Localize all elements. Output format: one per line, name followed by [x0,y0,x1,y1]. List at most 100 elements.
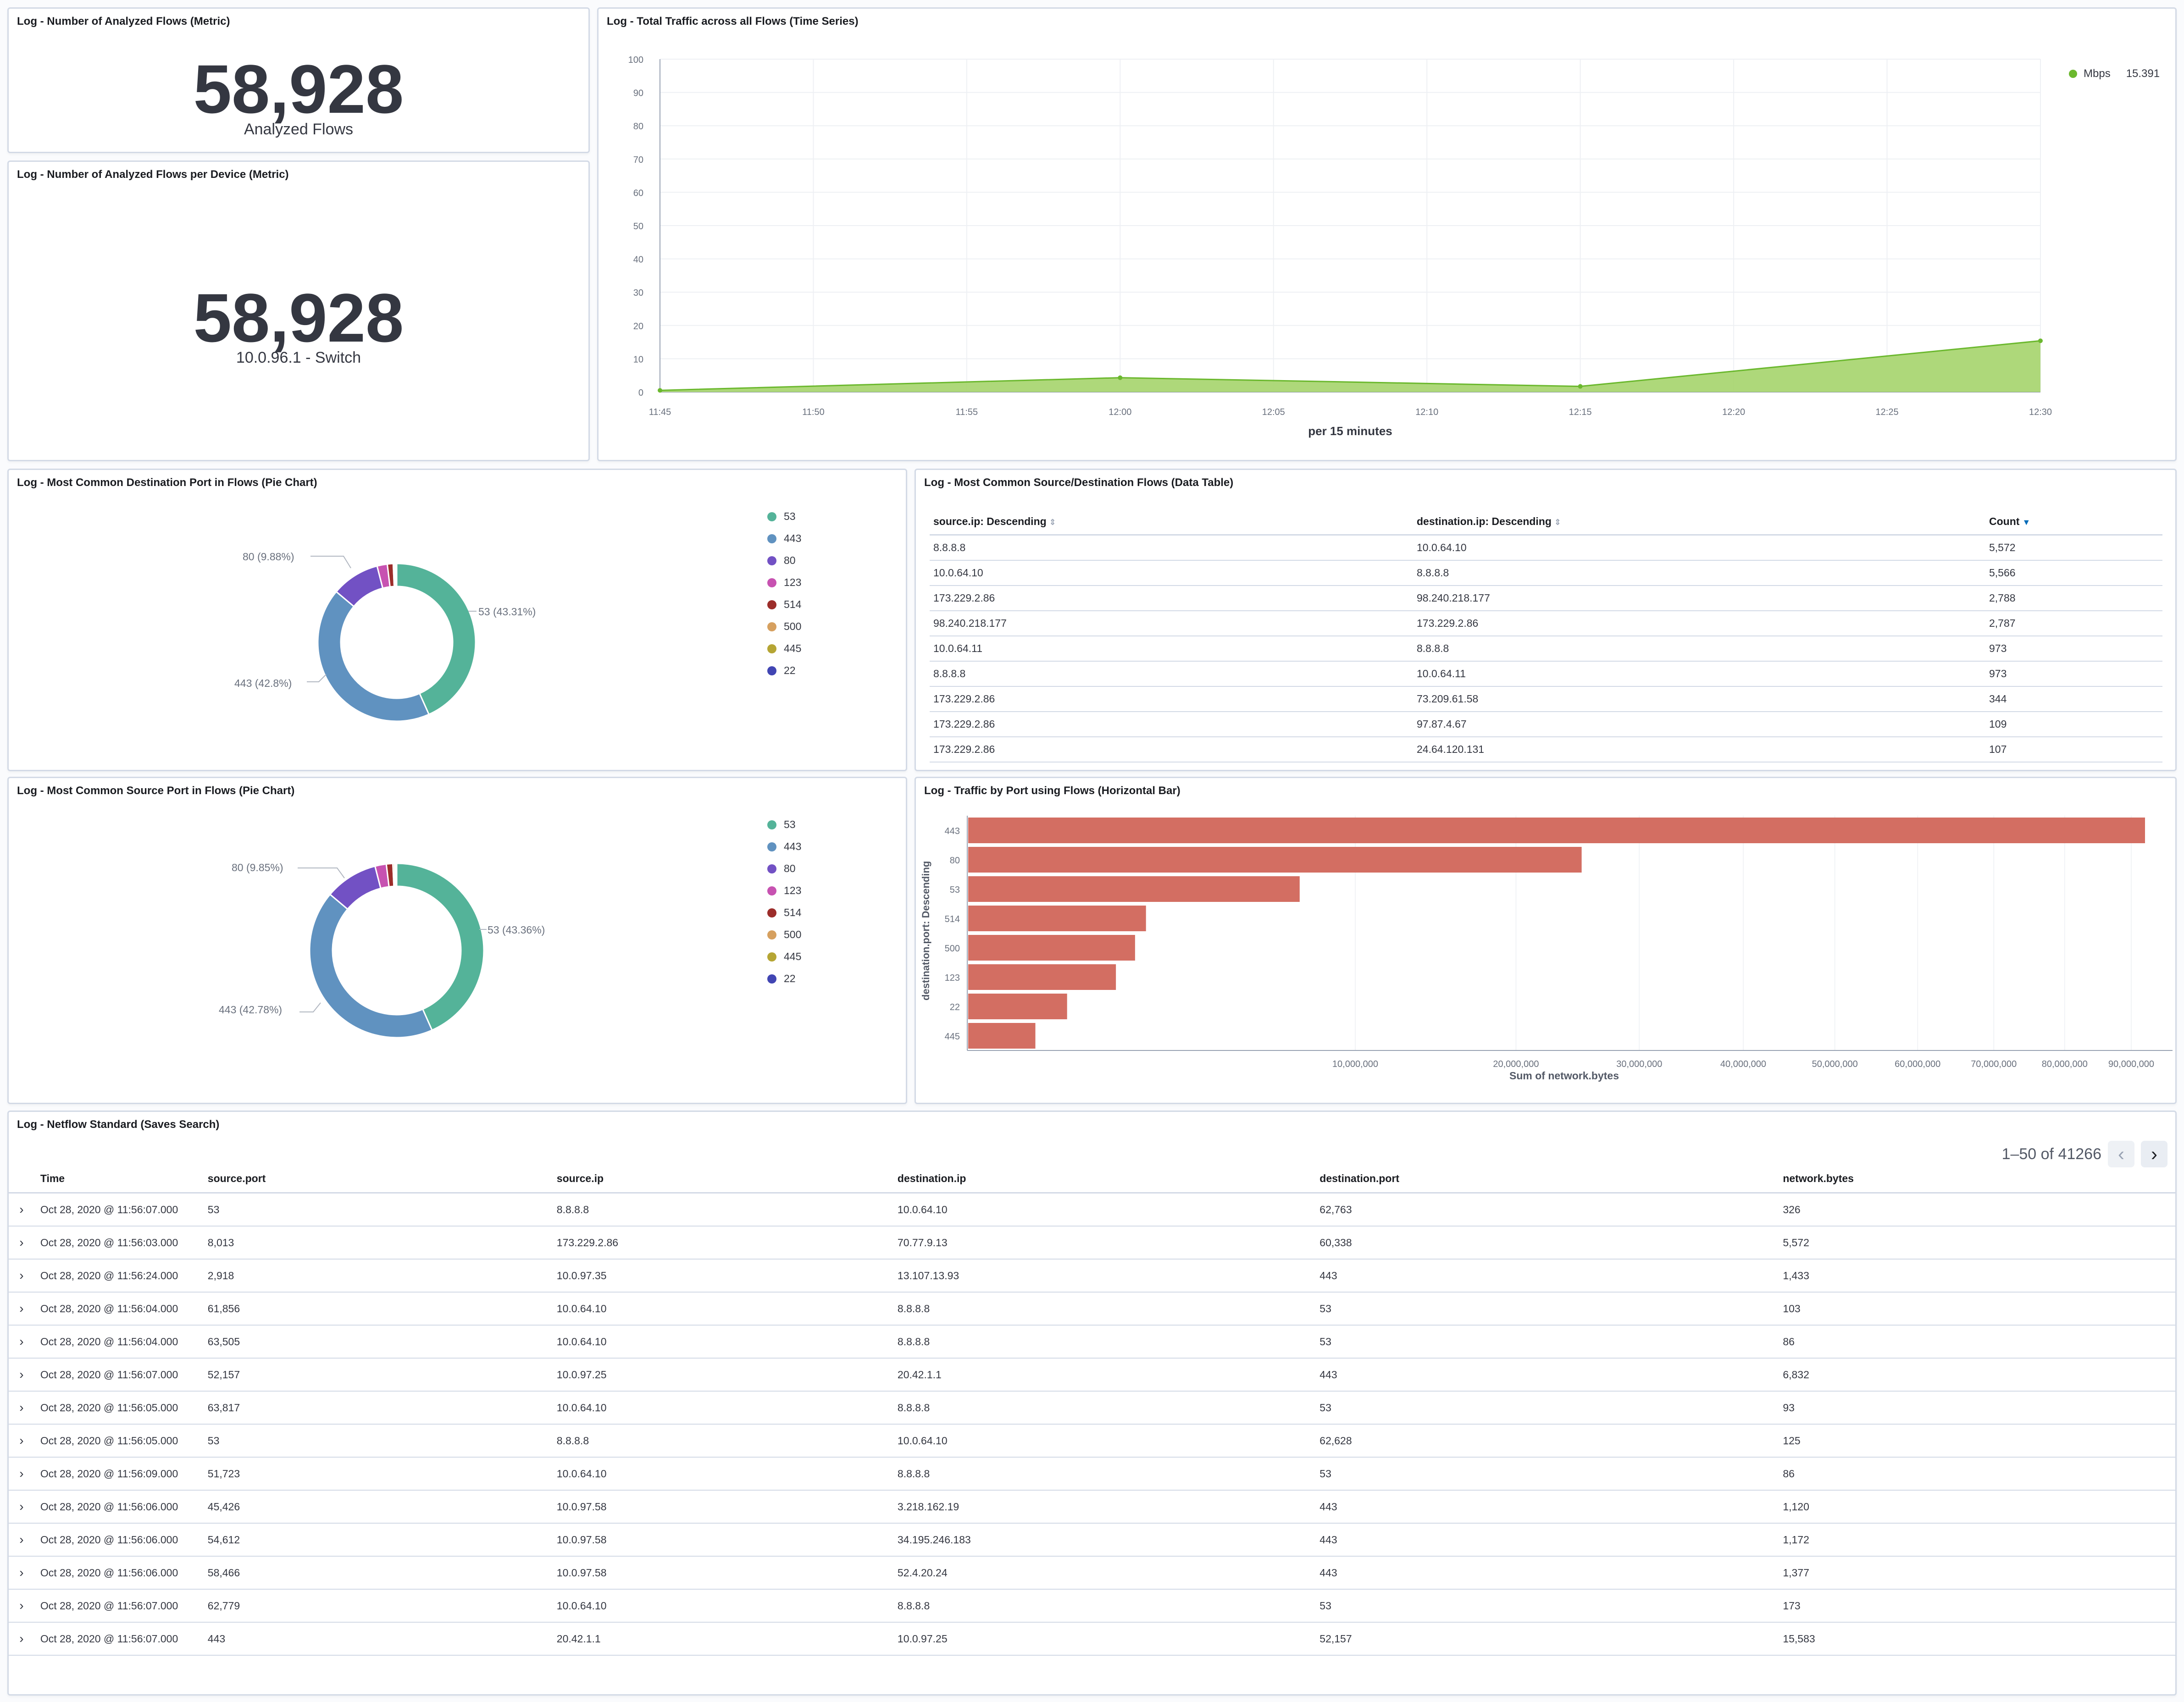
expand-row-chevron-icon[interactable]: › [7,1292,36,1326]
legend-dot-icon [767,534,776,543]
table-cell: 53 [1315,1589,1779,1623]
legend-label: 80 [784,554,796,566]
legend-label: 445 [784,950,802,962]
table-cell[interactable]: 8.8.8.8 [1413,636,1985,662]
table-cell[interactable]: 8.8.8.8 [930,661,1413,687]
previous-page-button[interactable]: ‹ [2108,1141,2134,1167]
column-header-destination-ip[interactable]: destination.ip [892,1165,1315,1194]
expand-row-chevron-icon[interactable]: › [7,1424,36,1458]
traffic-timeseries-panel: Log - Total Traffic across all Flows (Ti… [597,7,2177,461]
column-header-source-ip[interactable]: source.ip: Descending ⇕ [930,508,1413,536]
bar-port-445 [968,1023,1036,1049]
legend-item[interactable]: 500 [767,928,801,941]
table-cell[interactable]: 98.240.218.177 [1413,586,1985,611]
column-header-count[interactable]: Count ▼ [1985,508,2162,536]
sort-icon: ⇕ [1554,517,1562,527]
expand-row-chevron-icon[interactable]: › [7,1226,36,1260]
table-cell: Oct 28, 2020 @ 11:56:07.000 [35,1589,203,1623]
column-header-time[interactable]: Time [35,1165,203,1194]
data-point [2038,338,2043,343]
legend-dot-icon [767,578,776,587]
expand-row-chevron-icon[interactable]: › [7,1193,36,1227]
table-cell[interactable]: 173.229.2.86 [930,712,1413,737]
table-cell[interactable]: 10.0.64.10 [930,560,1413,586]
table-cell: 53 [1315,1391,1779,1425]
legend-item[interactable]: 443 [767,532,801,545]
expand-row-chevron-icon[interactable]: › [7,1556,36,1590]
table-row: › Oct 28, 2020 @ 11:56:07.000 52,157 10.0.9… [7,1358,2177,1392]
legend-dot-icon [767,974,776,984]
table-cell[interactable]: 8.8.8.8 [930,535,1413,561]
pie-label-leader [307,674,327,682]
column-header-source-port[interactable]: source.port [203,1165,552,1194]
legend-item[interactable]: 80 [767,862,796,875]
table-cell[interactable]: 8.8.8.8 [1413,560,1985,586]
data-point [1578,384,1583,389]
legend-item[interactable]: 22 [767,973,796,985]
table-cell[interactable]: 97.87.4.67 [1413,712,1985,737]
panel-title: Log - Most Common Source/Destination Flo… [924,476,1234,489]
legend-item[interactable]: 53 [767,818,796,831]
y-tick-label: 40 [633,255,643,265]
legend-item[interactable]: 123 [767,884,801,897]
expand-row-chevron-icon[interactable]: › [7,1259,36,1293]
table-cell[interactable]: 173.229.2.86 [930,686,1413,712]
table-cell: 53 [1315,1457,1779,1491]
next-page-button[interactable]: › [2141,1141,2167,1167]
legend-item[interactable]: 22 [767,664,796,677]
table-cell[interactable]: 10.0.64.11 [1413,661,1985,687]
legend-item[interactable]: 53 [767,510,796,523]
expand-row-chevron-icon[interactable]: › [7,1391,36,1425]
expand-row-chevron-icon[interactable]: › [7,1589,36,1623]
table-cell: 10.0.64.10 [892,1424,1315,1458]
expand-row-chevron-icon[interactable]: › [7,1457,36,1491]
table-cell[interactable]: 10.0.64.11 [930,636,1413,662]
table-row: 8.8.8.8 10.0.64.10 5,572 [930,535,2162,561]
column-header-destination-ip[interactable]: destination.ip: Descending ⇕ [1413,508,1985,536]
legend-item[interactable]: 123 [767,576,801,589]
panel-title: Log - Number of Analyzed Flows (Metric) [17,15,230,28]
column-header-source-ip[interactable]: source.ip [552,1165,893,1194]
column-header-network-bytes[interactable]: network.bytes [1778,1165,2177,1194]
table-cell[interactable]: 173.229.2.86 [930,586,1413,611]
x-tick-label: 50,000,000 [1812,1059,1858,1069]
table-row: › Oct 28, 2020 @ 11:56:07.000 53 8.8.8.8 10.… [7,1193,2177,1227]
legend-item[interactable]: 445 [767,950,801,963]
legend-dot-icon [767,952,776,962]
legend-item[interactable]: 514 [767,906,801,919]
legend-label: 500 [784,620,802,632]
pie-slice-22 [395,563,398,587]
legend-value: 15.391 [2126,67,2160,80]
pie-label-leader [298,868,345,879]
legend-item[interactable]: 445 [767,642,801,655]
y-tick-label: 80 [633,122,643,132]
bar-port-500 [968,935,1135,961]
table-cell: 5,572 [1985,535,2162,561]
expand-row-chevron-icon[interactable]: › [7,1325,36,1359]
table-cell: 10.0.97.35 [552,1259,893,1293]
expand-row-chevron-icon[interactable]: › [7,1358,36,1392]
legend-item-mbps[interactable]: Mbps 15.391 [2069,67,2160,80]
table-cell[interactable]: 98.240.218.177 [930,611,1413,636]
table-cell[interactable]: 24.64.120.131 [1413,737,1985,763]
expand-row-chevron-icon[interactable]: › [7,1523,36,1557]
table-cell: 973 [1985,661,2162,687]
legend-item[interactable]: 500 [767,620,801,633]
legend-item[interactable]: 443 [767,840,801,853]
expand-row-chevron-icon[interactable]: › [7,1490,36,1524]
table-cell[interactable]: 173.229.2.86 [930,737,1413,763]
legend-item[interactable]: 80 [767,554,796,567]
y-tick-label: 90 [633,88,643,99]
table-cell[interactable]: 10.0.64.10 [1413,535,1985,561]
table-row: › Oct 28, 2020 @ 11:56:05.000 63,817 10.0.6… [7,1391,2177,1425]
table-cell: 443 [1315,1556,1779,1590]
table-cell[interactable]: 73.209.61.58 [1413,686,1985,712]
column-header-destination-port[interactable]: destination.port [1315,1165,1779,1194]
legend-item[interactable]: 514 [767,598,801,611]
table-cell: 10.0.97.25 [552,1358,893,1392]
panel-title: Log - Netflow Standard (Saves Search) [17,1118,220,1131]
table-cell: 8.8.8.8 [552,1193,893,1227]
table-cell: 51,723 [203,1457,552,1491]
table-cell[interactable]: 173.229.2.86 [1413,611,1985,636]
expand-row-chevron-icon[interactable]: › [7,1622,36,1656]
